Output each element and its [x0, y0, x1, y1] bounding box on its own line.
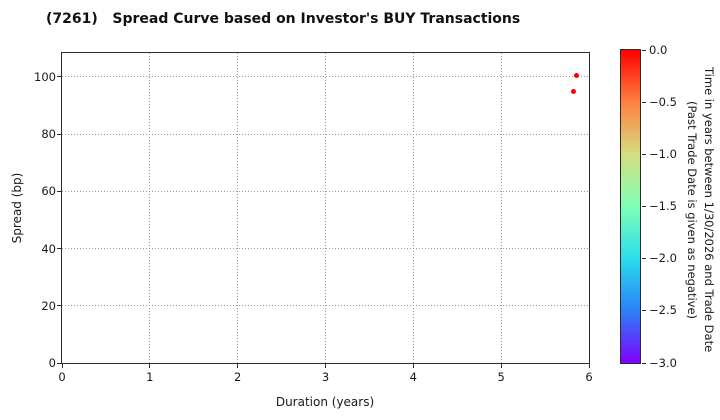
colorbar-tick-label: −3.0 — [649, 355, 677, 370]
x-tick-mark — [588, 364, 590, 368]
y-tick-label: 100 — [34, 69, 56, 84]
colorbar-tick-mark — [642, 206, 646, 207]
x-tick-label: 5 — [497, 370, 505, 384]
x-tick-label: 6 — [585, 370, 593, 384]
colorbar-tick-mark — [642, 49, 646, 51]
gridline-horizontal — [62, 133, 589, 135]
colorbar-tick-label: 0.0 — [649, 42, 668, 57]
x-tick-label: 2 — [233, 370, 242, 384]
colorbar-gradient — [620, 49, 641, 364]
colorbar-tick-label: −1.0 — [649, 146, 677, 161]
gridline-horizontal — [62, 305, 589, 307]
colorbar-tick-mark — [642, 258, 646, 260]
x-axis-label: Duration (years) — [275, 395, 375, 409]
gridline-vertical — [149, 53, 151, 363]
x-tick-mark — [412, 364, 414, 368]
y-axis-label: Spread (bp) — [10, 172, 24, 244]
y-tick-label: 80 — [41, 127, 56, 141]
x-tick-label: 4 — [409, 370, 417, 384]
colorbar-tick-mark — [642, 101, 646, 103]
gridline-horizontal — [62, 76, 589, 78]
colorbar-tick-label: −1.5 — [649, 199, 677, 213]
data-point — [570, 88, 576, 94]
colorbar-label: Time in years between 1/30/2026 and Trad… — [675, 42, 717, 378]
colorbar-tick-mark — [642, 362, 646, 364]
plot-area — [62, 53, 589, 363]
x-tick-mark — [500, 364, 502, 368]
colorbar-tick-label: −0.5 — [649, 94, 677, 109]
x-tick-mark — [61, 364, 63, 368]
colorbar-tick-mark — [642, 153, 646, 155]
colorbar-tick-label: −2.5 — [649, 303, 677, 318]
x-tick-label: 3 — [321, 370, 330, 384]
x-tick-mark — [237, 364, 239, 368]
x-tick-label: 1 — [146, 370, 154, 384]
y-tick-mark — [57, 305, 61, 307]
gridline-horizontal — [62, 248, 589, 249]
y-tick-mark — [57, 362, 61, 364]
x-tick-mark — [149, 364, 151, 368]
gridline-vertical — [412, 53, 414, 363]
y-tick-label: 20 — [41, 298, 56, 313]
y-tick-mark — [57, 76, 61, 78]
y-tick-label: 60 — [41, 184, 56, 199]
y-tick-label: 40 — [41, 241, 56, 256]
y-tick-mark — [57, 248, 61, 249]
x-tick-label: 0 — [58, 370, 66, 384]
chart-title: (7261) Spread Curve based on Investor's … — [46, 11, 521, 27]
data-point — [574, 73, 580, 79]
y-tick-mark — [57, 133, 61, 135]
gridline-vertical — [237, 53, 239, 363]
colorbar-tick-mark — [642, 310, 646, 312]
gridline-vertical — [325, 53, 326, 363]
y-tick-label: 0 — [48, 356, 56, 370]
colorbar-label-line2: (Past Trade Date is given as negative) — [685, 100, 699, 320]
x-tick-mark — [325, 364, 326, 368]
colorbar-label-line1: Time in years between 1/30/2026 and Trad… — [702, 67, 716, 353]
gridline-vertical — [500, 53, 502, 363]
gridline-horizontal — [62, 190, 589, 192]
colorbar-tick-label: −2.0 — [649, 251, 677, 266]
y-tick-mark — [57, 190, 61, 192]
